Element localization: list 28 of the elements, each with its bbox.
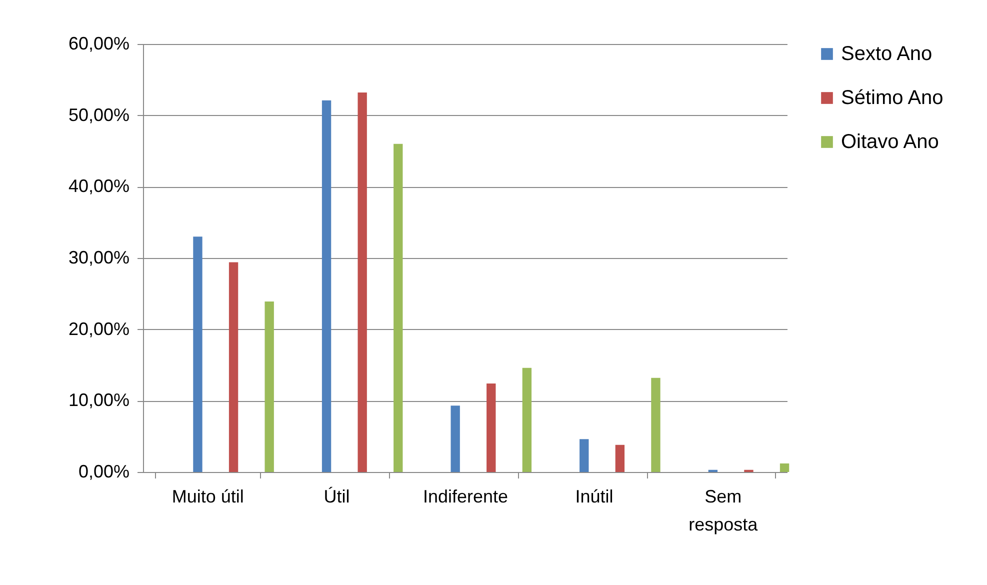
- x-tick-label: Sem resposta: [688, 486, 759, 534]
- bar: [651, 378, 660, 472]
- bar: [264, 302, 274, 472]
- bar: [780, 463, 790, 472]
- y-tick-label: 0,00%: [78, 462, 130, 482]
- legend-label: Oitavo Ano: [841, 131, 939, 153]
- legend-label: Sétimo Ano: [841, 87, 944, 109]
- y-tick-label: 50,00%: [68, 104, 130, 125]
- x-tick-label: Inútil: [575, 486, 614, 506]
- bar: [358, 92, 367, 472]
- legend-label: Sexto Ano: [841, 43, 932, 65]
- bar: [322, 100, 332, 472]
- bar: [580, 439, 589, 472]
- y-tick-label: 30,00%: [68, 248, 130, 268]
- x-tick-label: Indiferente: [422, 486, 508, 506]
- bar: [522, 368, 532, 472]
- y-tick-label: 40,00%: [68, 176, 130, 196]
- bar: [193, 236, 202, 472]
- x-tick-label: Útil: [324, 486, 350, 506]
- y-tick-label: 60,00%: [68, 34, 130, 54]
- bar: [615, 444, 625, 472]
- bar: [450, 406, 460, 472]
- y-tick-label: 10,00%: [68, 390, 130, 410]
- bar: [228, 262, 238, 472]
- bar: [486, 384, 496, 472]
- y-tick-label: 20,00%: [68, 318, 130, 339]
- bar: [394, 144, 403, 472]
- x-tick-label: Muito útil: [172, 486, 244, 506]
